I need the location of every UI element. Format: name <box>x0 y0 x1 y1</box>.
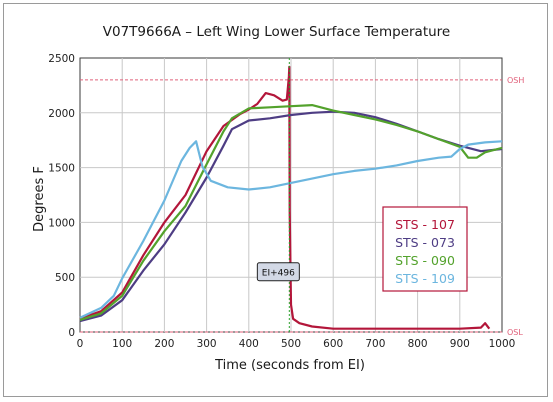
reference-line-label: OSL <box>507 328 523 337</box>
legend-entry: STS - 107 <box>395 217 455 232</box>
legend-entry: STS - 109 <box>395 271 455 286</box>
y-tick-label: 2000 <box>48 108 75 120</box>
x-tick-label: 700 <box>365 338 385 350</box>
annotation-box <box>256 262 300 282</box>
series-line <box>79 65 491 330</box>
chart-title: V07T9666A – Left Wing Lower Surface Temp… <box>102 24 451 40</box>
y-tick-label: 1000 <box>48 217 75 229</box>
x-tick-label: 400 <box>239 338 259 350</box>
x-tick-label: 300 <box>197 338 217 350</box>
legend-entry: STS - 090 <box>395 253 455 268</box>
annotation-label: EI+496 <box>262 269 295 279</box>
y-tick-label: 2500 <box>48 53 75 65</box>
x-tick-label: 200 <box>154 338 174 350</box>
y-axis-label: Degrees F <box>32 166 47 232</box>
x-tick-label: 0 <box>77 338 84 350</box>
x-tick-label: 500 <box>281 338 301 350</box>
y-tick-label: 0 <box>68 327 75 339</box>
x-tick-label: 800 <box>408 338 428 350</box>
x-tick-label: 100 <box>112 338 132 350</box>
x-tick-label: 600 <box>323 338 343 350</box>
x-tick-label: 900 <box>450 338 470 350</box>
series-line <box>79 140 503 319</box>
y-tick-label: 500 <box>55 272 75 284</box>
series-line <box>79 103 503 321</box>
x-axis-label: Time (seconds from EI) <box>215 358 365 373</box>
legend-box <box>382 206 468 292</box>
x-tick-label: 1000 <box>489 338 516 350</box>
reference-line-label: OSH <box>507 76 524 85</box>
y-tick-label: 1500 <box>48 163 75 175</box>
legend-entry: STS - 073 <box>395 235 455 250</box>
